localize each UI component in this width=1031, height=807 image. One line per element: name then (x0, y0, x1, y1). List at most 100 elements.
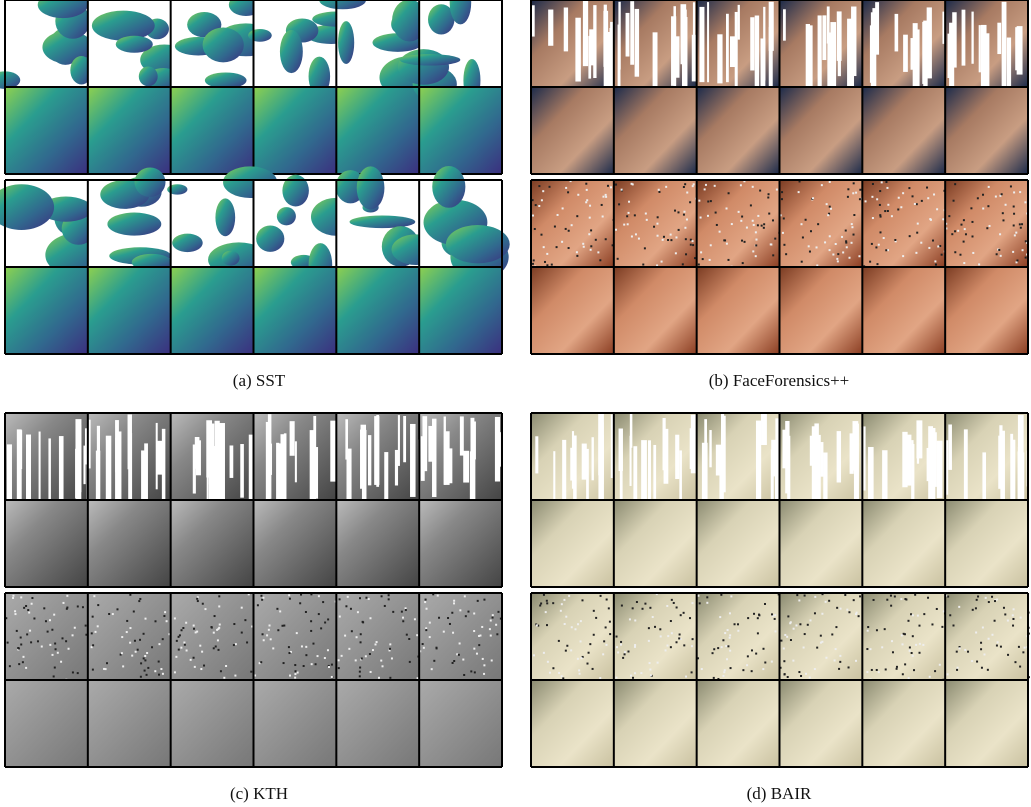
mask-dot (1024, 647, 1026, 649)
mask-dot (911, 652, 913, 654)
mask-dot (821, 613, 823, 615)
mask-dot (753, 613, 755, 615)
mask-dot (871, 669, 873, 671)
mask-dot (670, 646, 672, 648)
mask-stripe (473, 421, 476, 459)
mask-dot (814, 668, 816, 670)
mask-dot (847, 188, 849, 190)
mask-dot (700, 251, 702, 253)
mask-dot (648, 640, 650, 642)
mask-dot (92, 644, 94, 646)
mask-dot (1007, 620, 1009, 622)
mask-dot (194, 666, 196, 668)
mask-dot (650, 674, 652, 676)
mask-stripe (761, 413, 767, 445)
mask-dot (820, 642, 822, 644)
mask-dot (997, 641, 999, 643)
mask-dot (853, 599, 855, 601)
mask-dot (897, 208, 899, 210)
mask-dot (497, 611, 499, 613)
mask-dot (751, 670, 753, 672)
mask-stripe (782, 430, 785, 469)
mask-dot (936, 208, 938, 210)
frame (531, 500, 614, 587)
mask-dot (679, 633, 681, 635)
mask-dot (53, 675, 55, 677)
mask-dot (908, 187, 910, 189)
mask-dot (18, 648, 20, 650)
mask-dot (617, 651, 619, 653)
mask-dot (1012, 251, 1014, 253)
mask-dot (771, 613, 773, 615)
frame (5, 87, 88, 174)
mask-dot (589, 217, 591, 219)
mask-stripe (735, 12, 738, 95)
mask-dot (658, 189, 660, 191)
mask-dot (158, 674, 160, 676)
mask-dot (674, 210, 676, 212)
mask-dot (74, 627, 76, 629)
mask-dot (953, 200, 955, 202)
mask-stripe (783, 9, 786, 40)
mask-dot (964, 228, 966, 230)
mask-dot (726, 207, 728, 209)
mask-dot (51, 629, 53, 631)
mask-dot (752, 250, 754, 252)
mask-dot (213, 647, 215, 649)
mask-dot (772, 219, 774, 221)
mask-dot (490, 620, 492, 622)
masked-frame (531, 180, 614, 267)
mask-dot (903, 633, 905, 635)
mask-dot (866, 648, 868, 650)
mask-dot (576, 215, 578, 217)
mask-dot (867, 626, 869, 628)
mask-dot (858, 255, 860, 257)
mask-dot (617, 258, 619, 260)
mask-dot (181, 629, 183, 631)
mask-dot (474, 671, 476, 673)
mask-dot (85, 625, 87, 627)
mask-stripe (618, 2, 620, 70)
mask-dot (630, 675, 632, 677)
mask-dot (853, 182, 855, 184)
mask-dot (66, 595, 68, 597)
mask-dot (707, 215, 709, 217)
mask-dot (392, 611, 394, 613)
mask-dot (327, 618, 329, 620)
mask-stripe (785, 421, 789, 493)
mask-dot (1019, 666, 1021, 668)
mask-dot (691, 645, 693, 647)
mask-dot (816, 647, 818, 649)
mask-dot (538, 205, 540, 207)
mask-dot (200, 668, 202, 670)
mask-dot (829, 181, 831, 183)
mask-dot (381, 595, 383, 597)
mask-stripe (726, 14, 729, 82)
mask-stripe (1011, 440, 1015, 500)
mask-dot (884, 210, 886, 212)
mask-dot (675, 252, 677, 254)
mask-dot (586, 663, 588, 665)
mask-dot (820, 635, 822, 637)
mask-dot (215, 645, 217, 647)
mask-dot (462, 659, 464, 661)
masked-frame (614, 593, 697, 680)
mask-dot (133, 610, 135, 612)
mask-dot (250, 671, 252, 673)
mask-dot (640, 672, 642, 674)
mask-dot (825, 601, 827, 603)
mask-dot (624, 651, 626, 653)
mask-dot (683, 644, 685, 646)
mask-dot (951, 233, 953, 235)
mask-dot (565, 650, 567, 652)
mask-stripe (917, 423, 919, 464)
mask-dot (912, 655, 914, 657)
mask-dot (453, 602, 455, 604)
mask-dot (812, 197, 814, 199)
mask-dot (425, 627, 427, 629)
mask-dot (234, 675, 236, 677)
mask-dot (920, 242, 922, 244)
mask-dot (782, 232, 784, 234)
mask-stripe (997, 23, 1001, 54)
mask-dot (636, 601, 638, 603)
